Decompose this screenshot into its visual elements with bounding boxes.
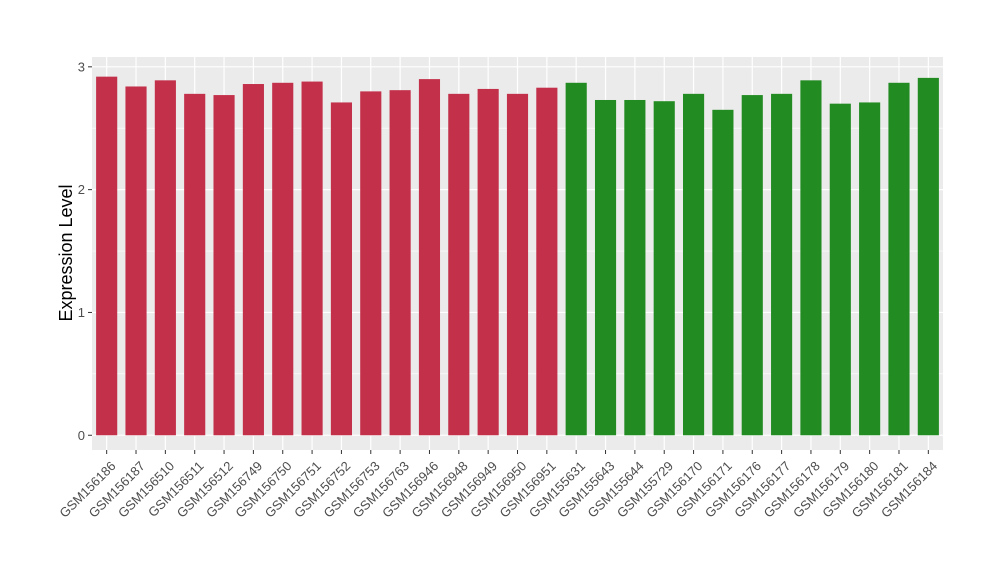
bar-GSM156749	[242, 84, 264, 436]
bar-GSM156753	[360, 91, 382, 436]
bar-GSM156180	[859, 102, 881, 436]
bar-GSM156511	[184, 93, 206, 436]
y-axis-title: Expression Level	[56, 184, 76, 321]
bar-GSM155729	[653, 101, 675, 436]
bar-GSM156184	[917, 77, 939, 436]
bar-GSM155643	[594, 99, 617, 436]
bar-GSM156176	[741, 95, 763, 436]
bar-GSM156751	[301, 81, 323, 436]
y-axis: 0 1 2 3	[78, 59, 92, 443]
y-tick-label: 0	[78, 428, 85, 443]
y-tick-label: 1	[78, 305, 85, 320]
bar-GSM156951	[536, 87, 558, 436]
x-axis: GSM156186GSM156187GSM156510GSM156511GSM1…	[56, 450, 940, 521]
bar-GSM156187	[125, 86, 147, 436]
bar-GSM156763	[389, 90, 411, 436]
bar-GSM156181	[888, 82, 910, 436]
bar-GSM156177	[771, 93, 793, 436]
bar-GSM156179	[829, 103, 851, 436]
bar-GSM156949	[477, 88, 499, 436]
bar-GSM155631	[565, 82, 587, 436]
bar-GSM156752	[330, 102, 352, 436]
bar-GSM156950	[506, 93, 529, 436]
bars	[96, 76, 939, 436]
bar-GSM156512	[213, 95, 235, 436]
bar-GSM156750	[272, 82, 294, 436]
bar-GSM155644	[624, 99, 646, 436]
bar-GSM156946	[418, 79, 441, 436]
y-tick-label: 2	[78, 182, 85, 197]
bar-GSM156171	[712, 109, 734, 436]
bar-GSM156510	[154, 80, 176, 436]
bar-GSM156178	[800, 80, 822, 436]
bar-GSM156948	[448, 93, 470, 436]
bar-GSM156186	[96, 76, 118, 436]
bar-GSM156170	[683, 93, 705, 436]
y-tick-label: 3	[78, 59, 85, 74]
